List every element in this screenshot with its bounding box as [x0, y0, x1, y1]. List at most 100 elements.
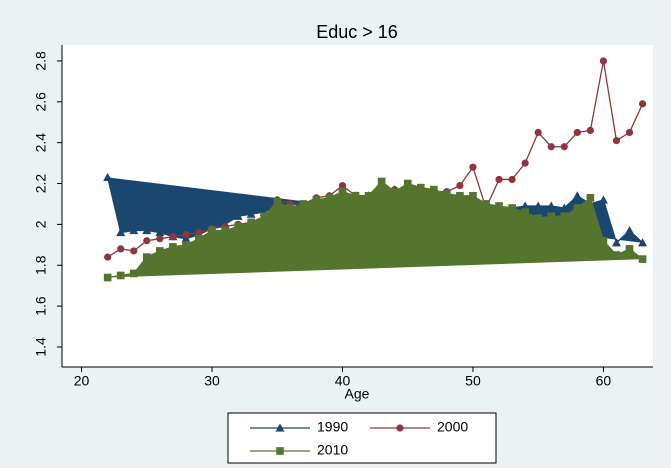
marker	[638, 238, 648, 247]
y-tick-label: 1.8	[33, 255, 49, 275]
marker	[625, 128, 634, 137]
marker	[338, 181, 347, 190]
marker	[390, 187, 399, 196]
legend-label: 2000	[437, 419, 468, 435]
marker	[586, 194, 595, 202]
marker	[156, 247, 164, 255]
marker	[351, 191, 360, 200]
marker	[508, 204, 516, 212]
chart-title: Educ > 16	[316, 22, 398, 42]
marker	[129, 226, 139, 235]
marker	[396, 424, 404, 432]
marker	[456, 181, 464, 190]
marker	[573, 204, 582, 212]
marker	[495, 202, 503, 210]
x-axis-title: Age	[345, 386, 370, 402]
marker	[520, 201, 530, 210]
marker	[429, 185, 438, 194]
marker	[155, 228, 165, 237]
marker	[117, 245, 125, 253]
marker	[103, 172, 113, 181]
marker	[286, 204, 295, 212]
marker	[599, 236, 608, 245]
marker	[495, 175, 503, 184]
marker	[182, 240, 190, 249]
marker	[403, 179, 412, 188]
marker	[456, 191, 464, 200]
marker	[338, 187, 347, 196]
marker	[142, 226, 152, 235]
marker	[273, 198, 282, 206]
marker	[260, 212, 269, 221]
x-tick-label: 40	[335, 373, 351, 389]
marker	[612, 251, 621, 259]
marker	[195, 228, 203, 237]
x-tick-label: 60	[596, 373, 612, 389]
marker	[195, 234, 203, 243]
marker	[116, 228, 126, 237]
y-tick-label: 2.4	[33, 133, 49, 153]
marker	[143, 237, 151, 245]
marker	[364, 191, 373, 200]
x-tick-label: 20	[74, 373, 90, 389]
marker	[638, 255, 647, 263]
marker	[546, 201, 556, 210]
marker	[469, 163, 477, 171]
marker	[534, 214, 543, 223]
marker	[246, 209, 256, 218]
marker	[573, 128, 581, 137]
y-tick-label: 2.8	[33, 51, 49, 71]
marker	[625, 245, 634, 253]
marker	[508, 175, 516, 184]
marker	[560, 143, 568, 151]
y-tick-label: 2	[33, 220, 49, 228]
marker	[169, 243, 177, 251]
marker	[482, 200, 490, 208]
marker	[181, 234, 191, 243]
marker	[638, 100, 647, 108]
marker	[533, 201, 543, 210]
y-tick-label: 2.6	[33, 92, 49, 112]
marker	[572, 191, 582, 200]
marker	[208, 226, 216, 235]
marker	[443, 189, 451, 198]
marker	[276, 447, 284, 455]
x-tick-label: 30	[204, 373, 220, 389]
marker	[234, 222, 242, 231]
marker	[534, 128, 542, 137]
marker	[598, 195, 608, 204]
marker	[116, 271, 125, 280]
x-tick-label: 50	[465, 373, 481, 389]
marker	[156, 235, 164, 243]
marker	[182, 231, 190, 239]
marker	[130, 247, 138, 255]
marker	[275, 423, 285, 432]
y-tick-label: 2.2	[33, 174, 49, 194]
marker	[560, 212, 569, 221]
marker	[599, 57, 608, 65]
marker	[247, 218, 255, 227]
marker	[611, 238, 621, 247]
marker	[233, 211, 243, 220]
marker	[612, 137, 621, 145]
marker	[469, 191, 477, 200]
marker	[169, 233, 177, 241]
legend	[227, 412, 497, 464]
marker	[586, 126, 594, 135]
marker	[559, 203, 569, 212]
marker	[521, 208, 529, 216]
marker	[377, 177, 386, 186]
marker	[325, 194, 334, 202]
marker	[547, 212, 556, 221]
marker	[416, 183, 425, 192]
legend-label: 1990	[317, 419, 348, 435]
y-tick-label: 1.6	[33, 296, 49, 316]
marker	[521, 159, 529, 167]
marker	[221, 226, 229, 235]
marker	[142, 253, 151, 261]
legend-label: 2010	[317, 442, 348, 458]
marker	[625, 226, 635, 235]
marker	[312, 196, 321, 204]
marker	[129, 269, 138, 278]
